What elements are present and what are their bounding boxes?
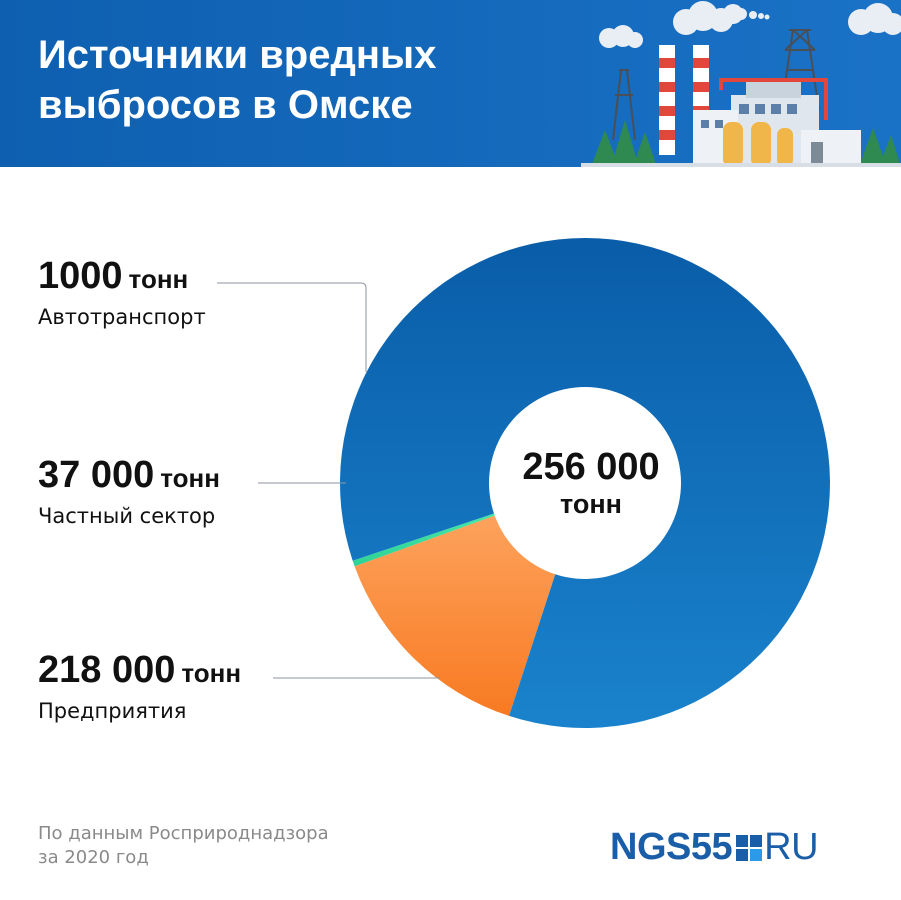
logo-squares-icon <box>736 835 763 861</box>
data-source-note: По данным Росприроднадзора за 2020 год <box>38 822 368 870</box>
logo-text-left: NGS55 <box>610 826 733 868</box>
source-line-1: По данным Росприроднадзора <box>38 823 329 844</box>
slice-category-autotransport: Автотранспорт <box>38 305 206 329</box>
slice-value-private-sector: 37 000 тонн <box>38 454 220 496</box>
donut-center-total: 256 000 тонн <box>500 446 682 520</box>
slice-value-autotransport: 1000 тонн <box>38 255 189 297</box>
total-value: 256 000 <box>522 446 660 488</box>
slice-label-autotransport: 1000 тонн Автотранспорт <box>38 256 206 331</box>
header-banner: Источники вредных выбросов в Омске <box>0 0 901 167</box>
total-unit: тонн <box>560 489 622 519</box>
factory-illustration <box>581 1 901 167</box>
source-line-2: за 2020 год <box>38 847 149 868</box>
ngs55-logo: NGS55 RU <box>610 826 819 868</box>
slice-label-private-sector: 37 000 тонн Частный сектор <box>38 455 220 530</box>
logo-text-right: RU <box>764 826 819 868</box>
page-title: Источники вредных выбросов в Омске <box>38 30 558 130</box>
title-line-1: Источники вредных <box>38 33 437 77</box>
slice-enterprises <box>340 237 830 728</box>
title-line-2: выбросов в Омске <box>38 83 413 127</box>
slice-autotransport <box>352 513 495 567</box>
slice-category-enterprises: Предприятия <box>38 699 187 723</box>
slice-value-enterprises: 218 000 тонн <box>38 649 242 691</box>
slice-private-sector <box>354 515 556 716</box>
leader-line-autotransport <box>217 282 367 372</box>
slice-label-enterprises: 218 000 тонн Предприятия <box>38 650 241 725</box>
slice-category-private-sector: Частный сектор <box>38 504 216 528</box>
